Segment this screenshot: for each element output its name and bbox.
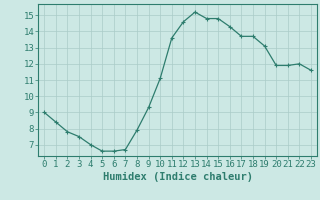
X-axis label: Humidex (Indice chaleur): Humidex (Indice chaleur)	[103, 172, 252, 182]
